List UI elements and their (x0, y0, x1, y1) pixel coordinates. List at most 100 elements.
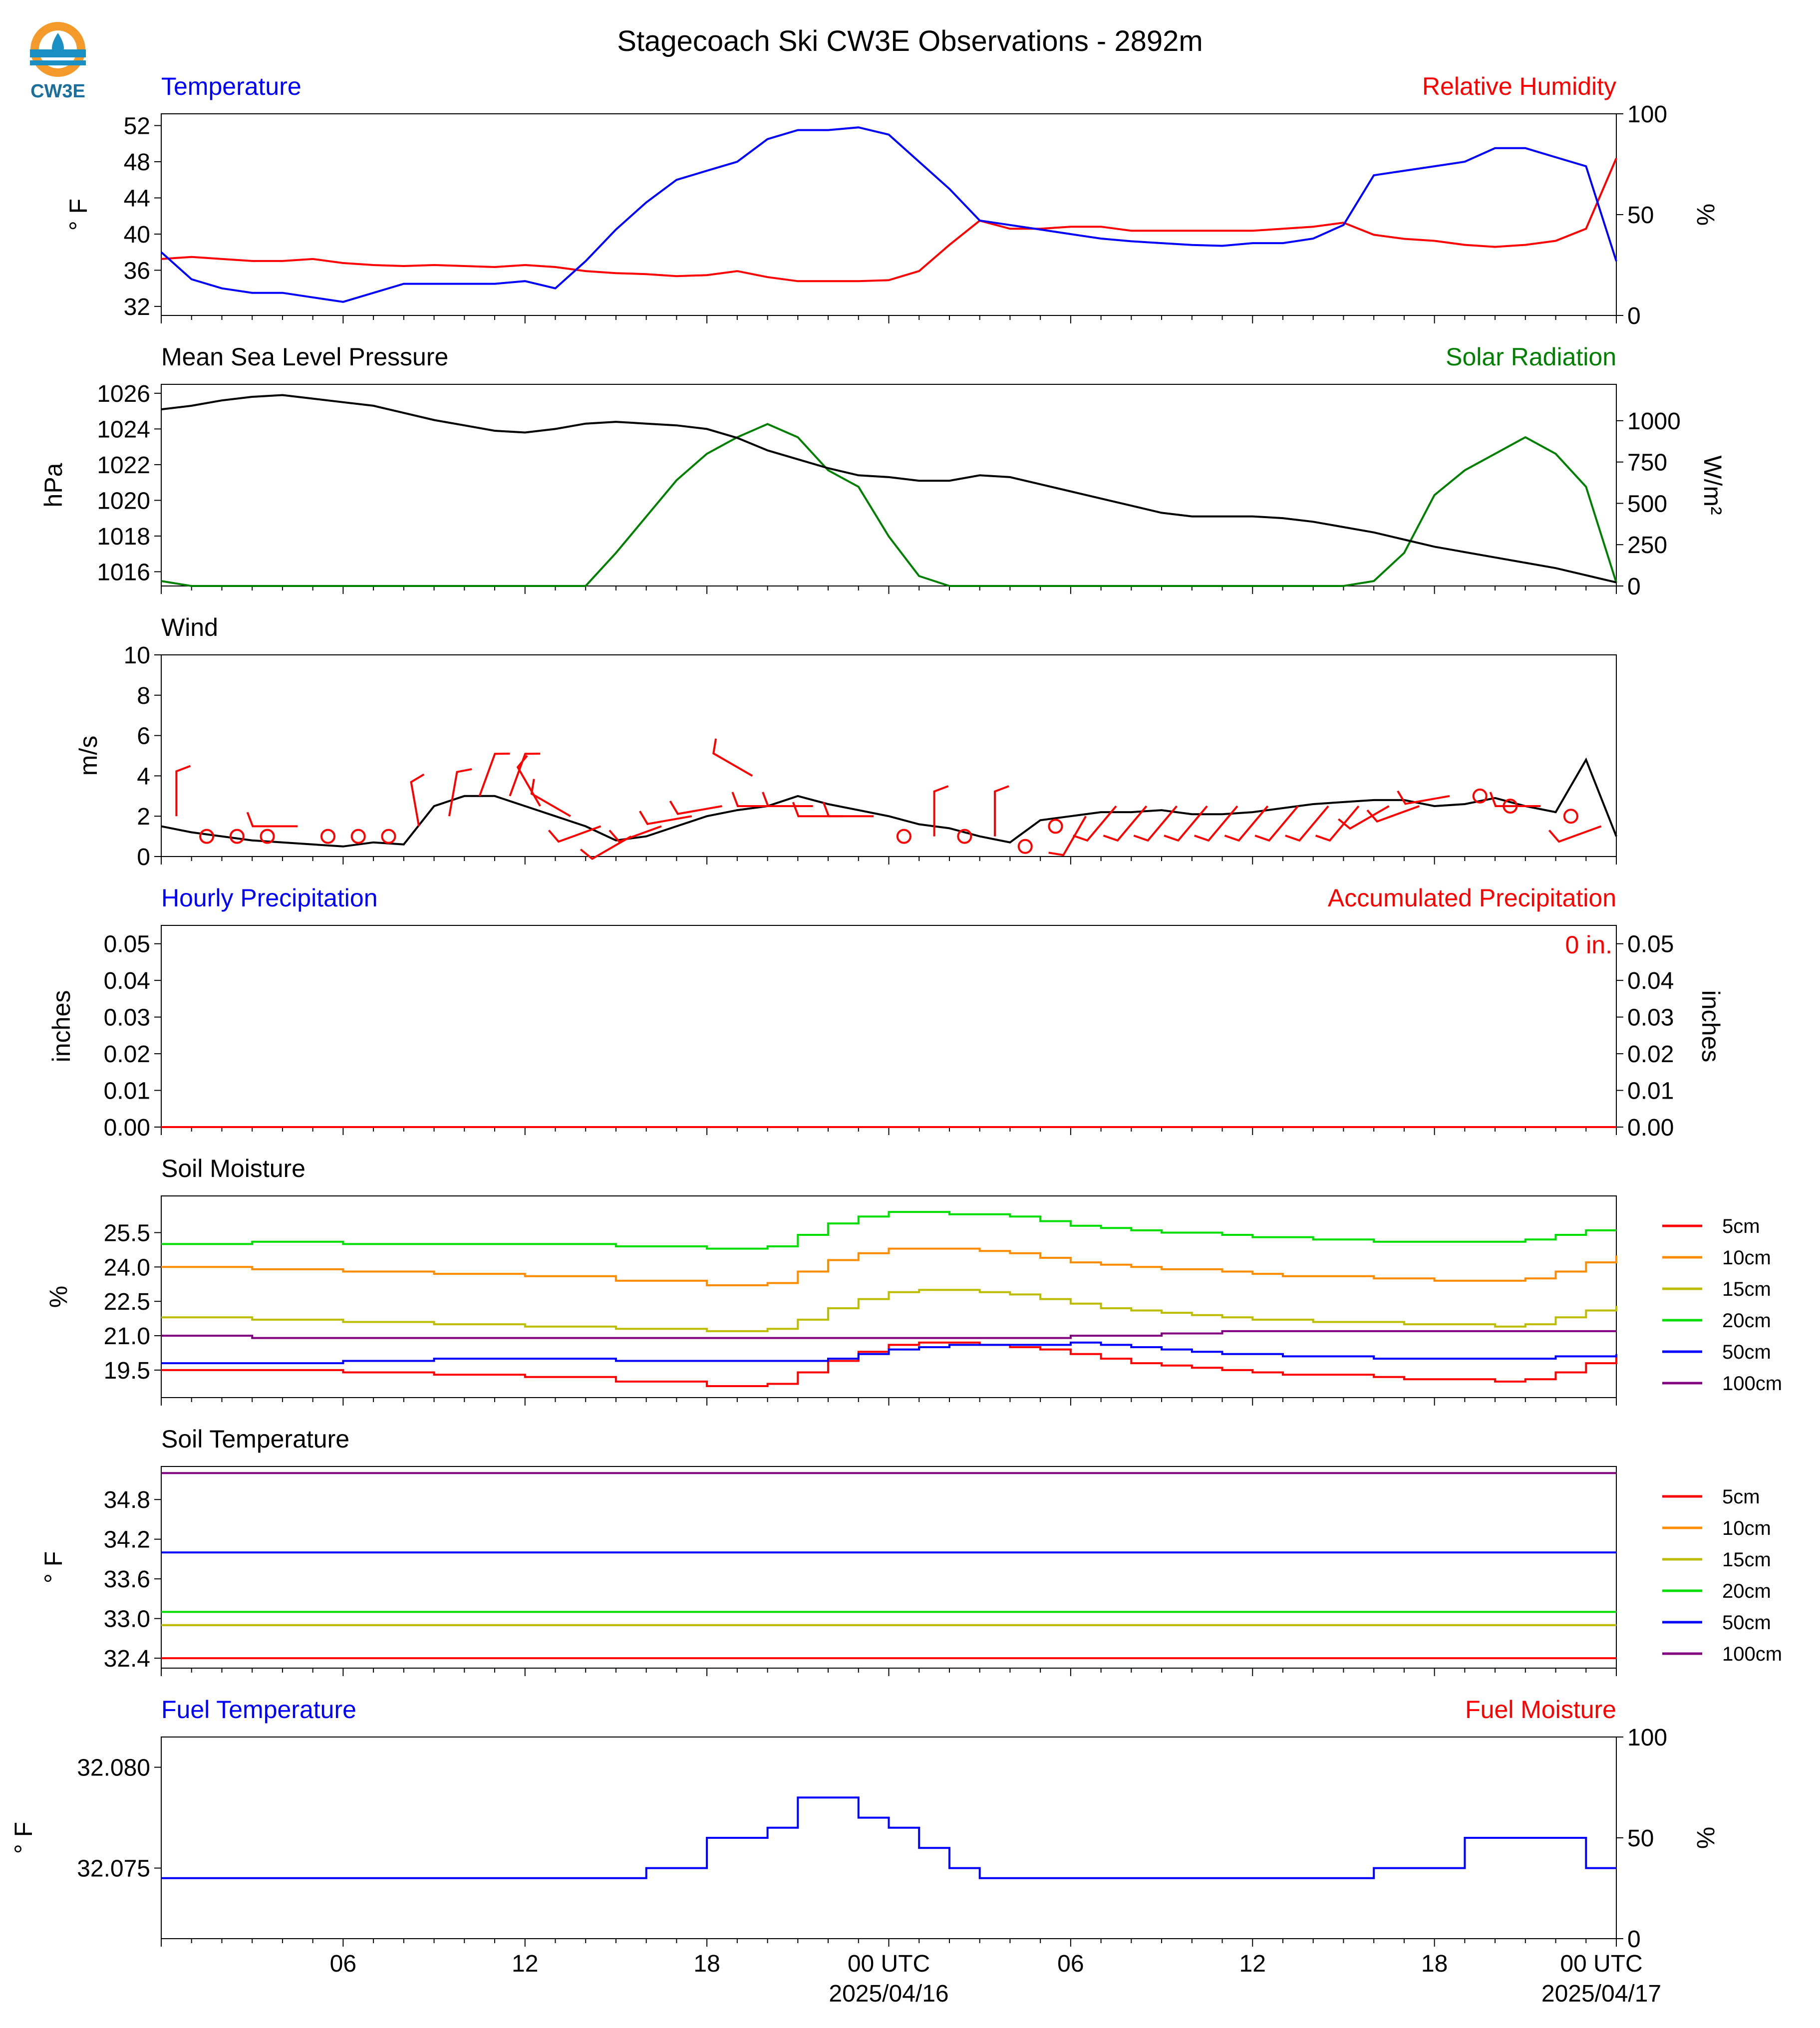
soil-temp-axis-ticks: 32.4 33.0 33.6 34.2 34.8 (104, 1487, 161, 1672)
wind-barb (822, 802, 874, 818)
wind-barb (1194, 805, 1238, 842)
x-ticks (161, 1939, 1617, 1947)
x-tick-label: 12 (1239, 1951, 1266, 1977)
solar-radiation-line (161, 423, 1617, 587)
x-tick-label: 00 UTC (848, 1951, 930, 1977)
y-tick-label: 24.0 (104, 1254, 150, 1281)
wind-barb (516, 755, 541, 807)
hourly-precip-unit: inches (47, 990, 75, 1063)
soil-moisture-100cm-line (161, 1330, 1616, 1339)
wind-barb (762, 792, 813, 807)
legend-label: 50cm (1722, 1612, 1771, 1634)
legend-label: 20cm (1722, 1310, 1771, 1332)
legend-label: 10cm (1722, 1247, 1771, 1269)
wind-barb (608, 825, 662, 843)
panel-frame (161, 925, 1617, 1128)
figure-title: Stagecoach Ski CW3E Observations - 2892m (617, 25, 1203, 57)
y-tick-label: 250 (1627, 532, 1667, 559)
x-tick-labels: 06 12 18 00 UTC 06 12 18 00 UTC (330, 1951, 1643, 1977)
x-tick-label: 12 (512, 1951, 538, 1977)
wind-barb-calm (381, 829, 396, 844)
y-tick-label: 32.4 (104, 1646, 150, 1672)
y-tick-label: 40 (124, 222, 150, 248)
y-tick-label: 48 (124, 149, 150, 176)
y-tick-label: 32.080 (77, 1755, 150, 1781)
wind-barb (1254, 805, 1299, 842)
cw3e-logo-text: CW3E (30, 81, 85, 102)
x-tick-label: 18 (1421, 1951, 1448, 1977)
soil-moisture-15cm-line (161, 1289, 1617, 1332)
legend-label: 20cm (1722, 1580, 1771, 1602)
x-ticks (161, 857, 1617, 865)
soil-moisture-lines (161, 1211, 1617, 1387)
y-tick-label: 500 (1627, 491, 1667, 517)
y-tick-label: 34.2 (104, 1527, 150, 1553)
soil-moisture-panel: Soil Moisture % 19.5 21.0 22.5 24.0 25.5 5cm… (44, 1155, 1782, 1406)
legend-label: 10cm (1722, 1517, 1771, 1539)
wind-barb (994, 785, 1009, 837)
y-tick-label: 1000 (1627, 408, 1681, 435)
wind-barb (478, 752, 510, 797)
fuel-moisture-axis-ticks: 0 50 100 (1616, 1725, 1667, 1953)
wind-barb (933, 785, 949, 837)
humidity-unit: % (1692, 204, 1720, 226)
wind-barb-calm (260, 829, 275, 844)
pressure-axis-ticks: 1016 1018 1020 1022 1024 1026 (97, 381, 161, 585)
panel-frame (161, 384, 1617, 586)
wind-barb-calm (1048, 819, 1063, 834)
legend-label: 50cm (1722, 1341, 1771, 1363)
solar-axis-ticks: 0 250 500 750 1000 (1616, 408, 1681, 600)
y-tick-label: 22.5 (104, 1289, 150, 1315)
x-ticks (161, 315, 1617, 323)
panel-frame (161, 1737, 1617, 1939)
y-tick-label: 0.02 (1627, 1041, 1674, 1068)
y-tick-label: 2 (137, 804, 150, 830)
y-tick-label: 32.075 (77, 1856, 150, 1882)
x-date-label: 2025/04/17 (1541, 1981, 1661, 2007)
fuel-moisture-unit: % (1692, 1827, 1720, 1849)
precip-panel: Hourly Precipitation Accumulated Precipi… (47, 884, 1725, 1141)
wind-panel: Wind m/s 0 2 4 6 8 10 (74, 613, 1617, 870)
y-tick-label: 1022 (97, 452, 150, 479)
wind-barb-calm (229, 829, 245, 844)
y-tick-label: 6 (137, 723, 150, 750)
wind-barb (548, 825, 602, 843)
y-tick-label: 0.05 (104, 931, 150, 958)
fuel-temp-axis-ticks: 32.075 32.080 (77, 1755, 161, 1882)
x-ticks (161, 1398, 1617, 1406)
wind-barb (1397, 790, 1450, 805)
y-tick-label: 1024 (97, 416, 150, 443)
panel-frame (161, 113, 1617, 316)
legend-label: 5cm (1722, 1486, 1760, 1508)
legend-label: 100cm (1722, 1373, 1782, 1395)
x-date-labels: 2025/04/16 2025/04/17 (829, 1981, 1661, 2007)
cw3e-logo: CW3E (30, 22, 86, 102)
y-tick-label: 0.01 (1627, 1078, 1674, 1105)
wind-barb-calm (957, 829, 972, 844)
y-tick-label: 0.04 (1627, 968, 1674, 994)
wind-title: Wind (161, 613, 218, 641)
y-tick-label: 33.6 (104, 1566, 150, 1593)
wind-barb (1366, 805, 1420, 823)
hourly-precip-axis-ticks: 0.00 0.01 0.02 0.03 0.04 0.05 (104, 931, 161, 1141)
y-tick-label: 34.8 (104, 1487, 150, 1513)
pressure-unit: hPa (39, 463, 67, 507)
wind-axis-ticks: 0 2 4 6 8 10 (124, 642, 161, 870)
pressure-solar-panel: Mean Sea Level Pressure Solar Radiation … (39, 343, 1727, 600)
wind-barb-calm (320, 829, 336, 844)
soil-temp-panel: Soil Temperature ° F 32.4 33.0 33.6 34.2 34.… (39, 1425, 1782, 1676)
temperature-unit: ° F (64, 199, 92, 231)
wind-barb (1285, 805, 1329, 842)
x-ticks (161, 1127, 1617, 1135)
wind-barbs (175, 738, 1602, 861)
soil-moisture-20cm-line (161, 1211, 1616, 1250)
wind-barb (792, 802, 844, 818)
y-tick-label: 8 (137, 683, 150, 709)
y-tick-label: 1016 (97, 559, 150, 585)
soil-moisture-title: Soil Moisture (161, 1155, 305, 1182)
y-tick-label: 0.05 (1627, 931, 1674, 958)
y-tick-label: 0 (1627, 1926, 1641, 1953)
accum-precip-axis-ticks: 0.00 0.01 0.02 0.03 0.04 0.05 (1616, 931, 1674, 1141)
wind-barb (410, 773, 425, 827)
wind-barb (712, 738, 753, 777)
